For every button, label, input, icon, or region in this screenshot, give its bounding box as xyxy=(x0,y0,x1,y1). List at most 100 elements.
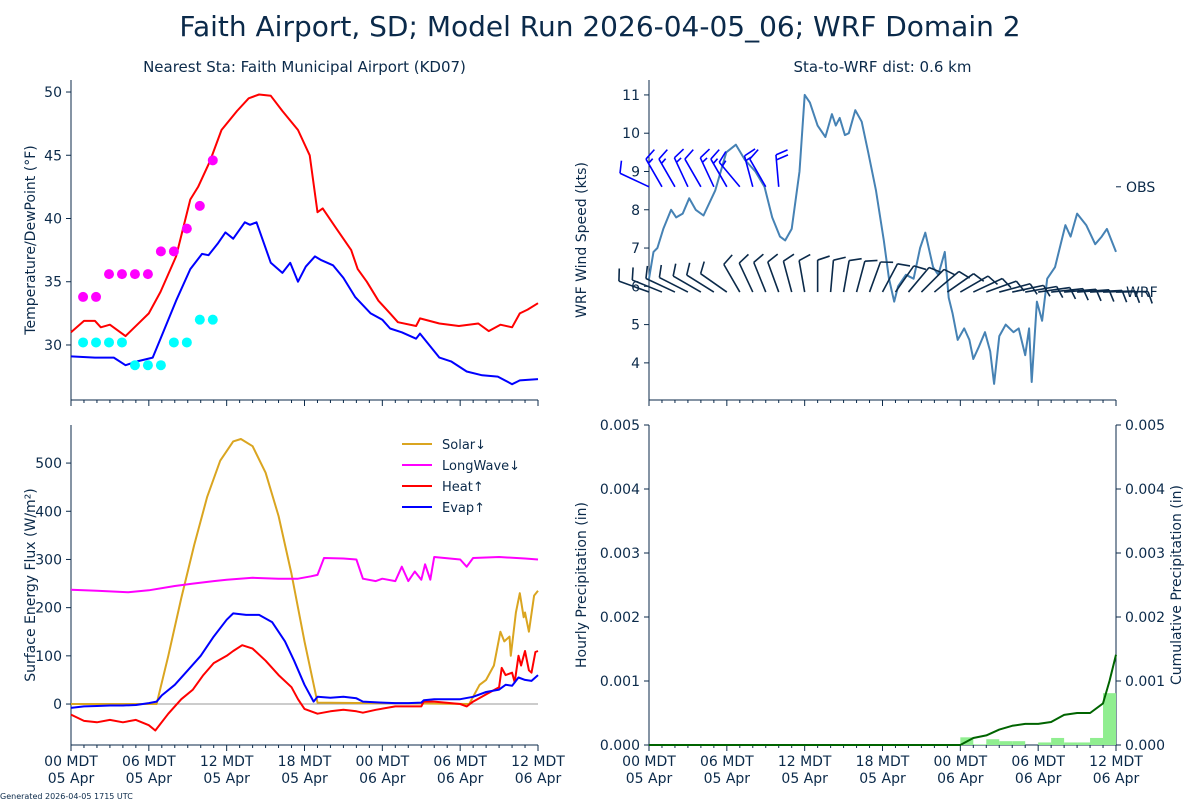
hourly-precip-bar xyxy=(1103,693,1116,745)
barb-shaft xyxy=(659,278,688,293)
hourly-precip-bar xyxy=(1051,738,1064,745)
barb-shaft xyxy=(831,260,834,292)
barb-flag xyxy=(646,266,647,279)
x-tick-label: 05 Apr xyxy=(281,771,328,787)
obs-point xyxy=(156,360,166,370)
wind-speed-line xyxy=(649,95,1116,384)
barb-flag xyxy=(833,257,845,260)
wind-barb xyxy=(857,260,878,292)
hourly-precip-bar xyxy=(1064,742,1077,745)
wind-barb xyxy=(701,262,727,292)
barb-half xyxy=(702,158,707,162)
y-tick-label: 11 xyxy=(622,88,640,104)
x-tick-label: 05 Apr xyxy=(781,771,828,787)
x-tick-label: 05 Apr xyxy=(203,771,250,787)
barb-flag xyxy=(674,149,683,158)
barb-flag xyxy=(659,150,667,159)
y2-tick-label: 0.004 xyxy=(1125,482,1165,498)
x-tick-label: 12 MDT xyxy=(200,754,254,770)
barb-flag xyxy=(776,150,788,155)
barb-shaft xyxy=(685,159,701,187)
wind-barb xyxy=(799,255,810,293)
x-tick-label: 12 MDT xyxy=(1089,754,1143,770)
obs-point xyxy=(143,360,153,370)
x-tick-label: 05 Apr xyxy=(626,771,673,787)
wind-barb xyxy=(673,264,701,292)
wind-barb xyxy=(700,149,714,187)
legend-label: Solar↓ xyxy=(442,438,486,453)
y-tick-label: 45 xyxy=(44,148,62,164)
y-tick-label: 30 xyxy=(44,338,62,354)
y-tick-label: 0.002 xyxy=(600,610,640,626)
y-axis-label: WRF Wind Speed (kts) xyxy=(574,162,590,318)
y-tick-label: 0.000 xyxy=(600,738,640,754)
barb-flag xyxy=(659,265,661,278)
barb-flag xyxy=(687,263,690,275)
hourly-precip-bar xyxy=(1038,742,1051,745)
obs-point xyxy=(182,337,192,347)
x-tick-label: 05 Apr xyxy=(126,771,173,787)
obs-point xyxy=(208,315,218,325)
x-tick-label: 00 MDT xyxy=(355,754,409,770)
barb-flag xyxy=(818,256,830,260)
barb-shaft xyxy=(883,264,898,292)
barb-flag xyxy=(865,260,878,261)
y-tick-label: 0.004 xyxy=(600,482,640,498)
barb-row-label: OBS xyxy=(1126,180,1155,196)
y-tick-label: 100 xyxy=(35,649,62,665)
x-tick-label: 06 Apr xyxy=(437,771,484,787)
barb-shaft xyxy=(673,276,701,292)
x-tick-label: 05 Apr xyxy=(48,771,95,787)
x-tick-label: 00 MDT xyxy=(933,754,987,770)
obs-point xyxy=(117,337,127,347)
wind-barb xyxy=(776,150,788,187)
barb-shaft xyxy=(947,274,973,292)
y-tick-label: 200 xyxy=(35,601,62,617)
x-tick-label: 06 MDT xyxy=(1011,754,1065,770)
x-tick-label: 18 MDT xyxy=(278,754,332,770)
barb-half xyxy=(677,158,682,162)
wind-barb xyxy=(685,150,701,187)
barb-flag xyxy=(898,264,910,266)
flux-line xyxy=(71,557,538,592)
wind-barb xyxy=(724,255,740,292)
wind-barb xyxy=(739,254,753,292)
obs-point xyxy=(169,246,179,256)
barb-shaft xyxy=(687,275,714,292)
wind-barb xyxy=(768,254,779,292)
hourly-precip-bar xyxy=(973,744,986,745)
y2-tick-label: 0.002 xyxy=(1125,610,1165,626)
obs-point xyxy=(91,292,101,302)
y-tick-label: 400 xyxy=(35,504,62,520)
obs-point xyxy=(182,224,192,234)
x-tick-label: 05 Apr xyxy=(859,771,906,787)
x-tick-label: 05 Apr xyxy=(704,771,751,787)
hourly-precip-bar xyxy=(999,741,1012,745)
x-tick-label: 06 Apr xyxy=(359,771,406,787)
cumulative-precip-line xyxy=(649,655,1116,745)
x-tick-label: 06 Apr xyxy=(937,771,984,787)
barb-shaft xyxy=(986,281,1016,292)
barb-flag xyxy=(673,264,676,276)
y2-tick-label: 0.005 xyxy=(1125,418,1165,434)
x-tick-label: 06 Apr xyxy=(1093,771,1140,787)
x-tick-label: 00 MDT xyxy=(44,754,98,770)
y-tick-label: 10 xyxy=(622,126,640,142)
y-tick-label: 35 xyxy=(44,275,62,291)
y-tick-label: 8 xyxy=(631,203,640,219)
hourly-precip-bar xyxy=(986,739,999,745)
flux-line xyxy=(71,613,538,708)
y-tick-label: 40 xyxy=(44,211,62,227)
wind-barb xyxy=(831,257,846,292)
barb-flag xyxy=(620,161,621,174)
legend-label: LongWave↓ xyxy=(442,459,520,474)
barb-flag xyxy=(754,254,764,262)
barb-flag xyxy=(711,150,719,159)
obs-point xyxy=(195,201,205,211)
barb-flag xyxy=(799,255,810,261)
y-tick-label: 9 xyxy=(631,164,640,180)
y2-axis-label: Cumulative Precipitation (in) xyxy=(1169,485,1185,685)
y-tick-label: 500 xyxy=(35,456,62,472)
barb-shaft xyxy=(857,261,865,292)
barb-flag xyxy=(646,150,654,159)
